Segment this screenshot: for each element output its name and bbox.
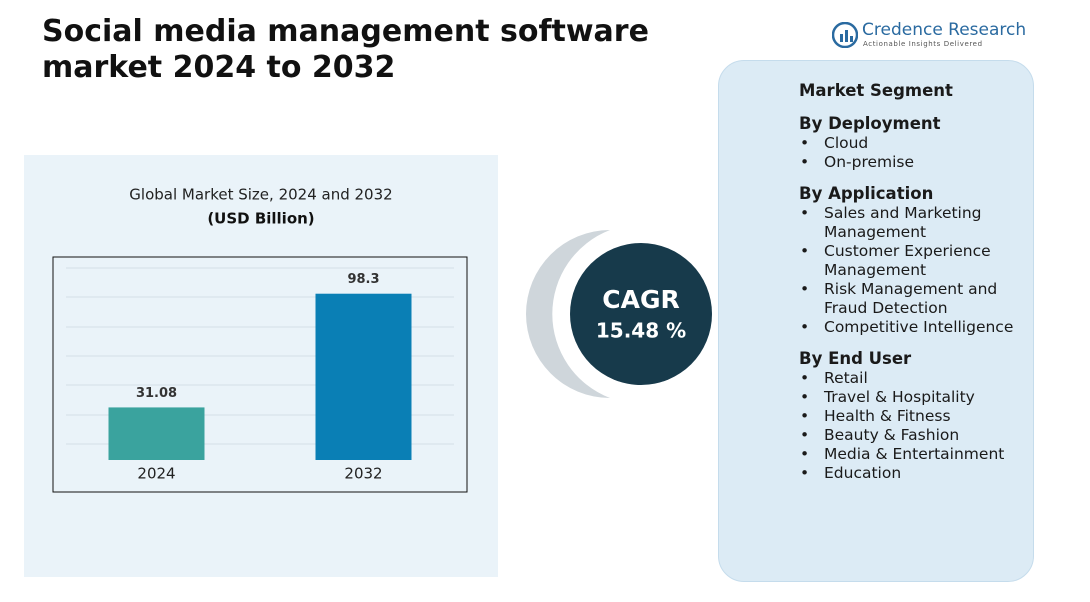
cagr-label: CAGR	[602, 285, 679, 314]
data-label: 31.08	[136, 386, 177, 401]
logo-icon	[832, 22, 858, 48]
segment-item: Sales and Marketing Management	[800, 204, 1029, 242]
segment-item: Media & Entertainment	[800, 445, 1029, 464]
segment-item: Cloud	[800, 134, 1029, 153]
x-tick-label: 2024	[137, 465, 175, 483]
segment-list: Market Segment By DeploymentCloudOn-prem…	[799, 81, 1029, 495]
bar	[108, 407, 205, 460]
segment-item: Risk Management and Fraud Detection	[800, 280, 1029, 318]
chart-title: Global Market Size, 2024 and 2032	[129, 186, 392, 204]
data-label: 98.3	[347, 272, 379, 287]
plot-frame	[52, 256, 468, 493]
segment-item: Competitive Intelligence	[800, 318, 1029, 337]
x-tick-label: 2032	[344, 465, 382, 483]
segment-item: Health & Fitness	[800, 407, 1029, 426]
segment-heading: By Application	[799, 184, 934, 203]
segment-title: Market Segment	[799, 81, 953, 100]
bar	[315, 293, 412, 460]
cagr-value: 15.48 %	[596, 319, 686, 343]
chart-panel	[24, 155, 498, 577]
segment-item: On-premise	[800, 153, 1029, 172]
chart-subtitle: (USD Billion)	[207, 210, 314, 228]
segment-panel: Market Segment By DeploymentCloudOn-prem…	[718, 60, 1034, 582]
cagr-ring	[526, 230, 610, 398]
cagr-circle	[570, 243, 712, 385]
segment-item: Retail	[800, 369, 1029, 388]
logo-tagline: Actionable Insights Delivered	[863, 40, 983, 48]
page-title: Social media management software market …	[42, 14, 649, 85]
segment-item: Travel & Hospitality	[800, 388, 1029, 407]
segment-heading: By End User	[799, 349, 912, 368]
segment-items: RetailTravel & HospitalityHealth & Fitne…	[799, 369, 1029, 483]
segment-items: Sales and Marketing ManagementCustomer E…	[799, 204, 1029, 337]
segment-item: Customer Experience Management	[800, 242, 1029, 280]
segment-item: Beauty & Fashion	[800, 426, 1029, 445]
logo-name: Credence Research	[862, 20, 1027, 40]
segment-heading: By Deployment	[799, 114, 941, 133]
segment-item: Education	[800, 464, 1029, 483]
segment-items: CloudOn-premise	[799, 134, 1029, 172]
